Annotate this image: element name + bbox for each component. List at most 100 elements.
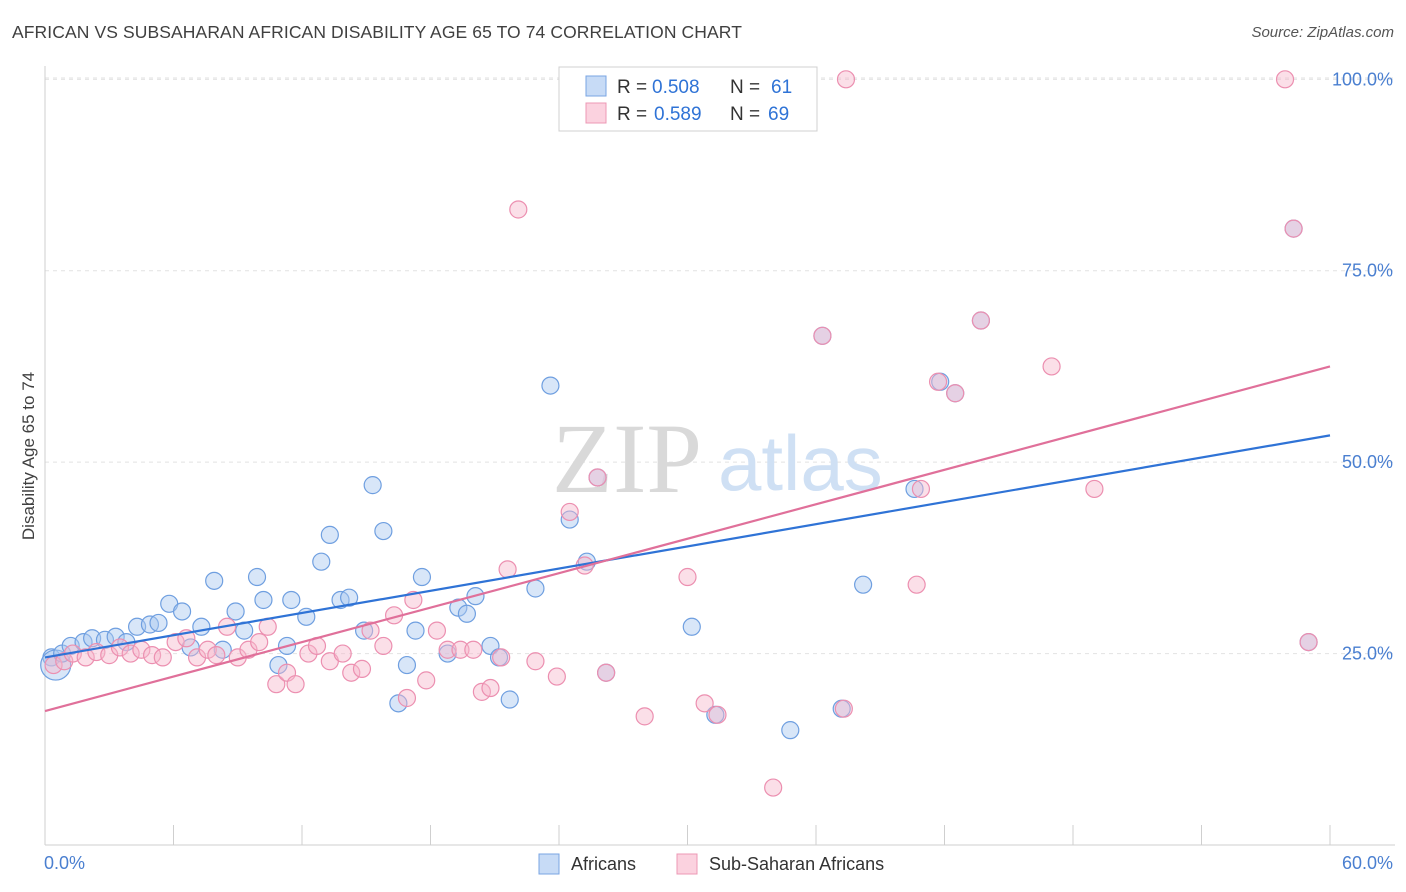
legend-n-label-subsaharan: N = <box>730 104 760 125</box>
africans-point <box>854 575 873 594</box>
subsaharan-point <box>207 646 226 665</box>
watermark: ZIP atlas <box>552 403 883 514</box>
x-tick-label: 60.0% <box>1342 853 1393 873</box>
africans-point <box>363 476 382 495</box>
subsaharan-point <box>907 575 926 594</box>
axes <box>44 66 1395 846</box>
africans-point <box>172 602 192 621</box>
africans-point <box>541 376 560 395</box>
africans-point <box>192 617 211 636</box>
subsaharan-trend-line <box>44 365 1331 713</box>
subsaharan-point <box>695 694 714 713</box>
africans-point <box>282 590 301 610</box>
legend-n-value-africans: 61 <box>771 77 792 98</box>
subsaharan-point <box>492 648 511 667</box>
subsaharan-point <box>834 699 853 718</box>
subsaharan-point <box>588 468 607 487</box>
chart-title: AFRICAN VS SUBSAHARAN AFRICAN DISABILITY… <box>12 22 742 42</box>
subsaharan-point <box>404 590 423 610</box>
africans-point <box>905 479 924 499</box>
bottom-legend-label-africans: Africans <box>571 854 636 874</box>
subsaharan-point <box>928 372 948 391</box>
tick-labels: 25.0% 50.0% 75.0% 100.0% 0.0% 60.0% <box>44 69 1393 873</box>
africans-point <box>526 579 545 598</box>
subsaharan-point <box>451 640 470 659</box>
africans-point <box>781 721 800 740</box>
subsaharan-point <box>1284 219 1303 238</box>
africans-point <box>205 571 224 590</box>
subsaharan-point <box>911 479 931 499</box>
legend-swatch-subsaharan <box>585 102 607 124</box>
y-axis-label: Disability Age 65 to 74 <box>19 372 38 540</box>
subsaharan-point <box>1042 357 1061 376</box>
watermark-atlas: atlas <box>718 419 883 507</box>
subsaharan-point <box>1299 632 1318 652</box>
subsaharan-point <box>121 644 140 663</box>
trend-lines <box>44 365 1331 713</box>
y-tick-label: 75.0% <box>1342 261 1393 281</box>
subsaharan-point <box>166 632 185 652</box>
subsaharan-point <box>971 311 991 330</box>
subsaharan-point <box>560 502 579 522</box>
subsaharan-point <box>764 778 783 797</box>
subsaharan-points <box>44 70 1318 797</box>
subsaharan-point <box>547 667 566 686</box>
subsaharan-point <box>635 707 654 726</box>
correlation-legend: R = 0.508 N = 61 R = 0.589 N = 69 <box>558 66 818 132</box>
subsaharan-point <box>417 671 436 690</box>
legend-r-label-subsaharan: R = <box>617 104 647 125</box>
africans-point <box>397 655 417 675</box>
africans-point <box>374 521 393 541</box>
africans-point <box>320 525 339 544</box>
africans-point <box>457 604 477 623</box>
y-tick-label: 100.0% <box>1332 69 1393 89</box>
y-tick-label: 50.0% <box>1342 452 1393 472</box>
x-tick-label: 0.0% <box>44 853 85 873</box>
subsaharan-point <box>509 200 528 219</box>
legend-r-label-africans: R = <box>617 77 647 98</box>
subsaharan-point <box>597 663 616 682</box>
subsaharan-point <box>267 675 286 694</box>
grid-lines <box>45 77 1395 655</box>
subsaharan-point <box>946 384 965 403</box>
subsaharan-point <box>397 688 417 708</box>
legend-n-value-subsaharan: 69 <box>768 104 789 125</box>
watermark-zip: ZIP <box>552 403 702 514</box>
africans-point <box>149 613 168 633</box>
africans-point <box>247 567 267 587</box>
bottom-legend-swatch-africans <box>538 853 560 875</box>
africans-point <box>500 690 519 709</box>
legend-n-label-africans: N = <box>730 77 760 98</box>
subsaharan-point <box>1085 479 1104 499</box>
bottom-legend-swatch-subsaharan <box>676 853 698 875</box>
legend-r-value-subsaharan: 0.589 <box>654 104 702 125</box>
africans-point <box>312 552 331 571</box>
subsaharan-point <box>361 621 380 640</box>
subsaharan-point <box>438 640 457 659</box>
africans-point <box>560 510 579 529</box>
africans-trend-line <box>44 434 1331 659</box>
subsaharan-point <box>836 70 856 89</box>
subsaharan-point <box>374 636 393 656</box>
subsaharan-point <box>76 648 95 667</box>
subsaharan-point <box>1275 70 1295 89</box>
subsaharan-point <box>153 648 172 667</box>
subsaharan-point <box>481 678 500 698</box>
subsaharan-point <box>526 652 545 671</box>
series-legend: Africans Sub-Saharan Africans <box>538 853 884 875</box>
subsaharan-point <box>708 705 727 724</box>
subsaharan-point <box>498 560 517 579</box>
subsaharan-point <box>352 659 372 678</box>
africans-point <box>254 590 273 610</box>
subsaharan-point <box>286 675 305 694</box>
subsaharan-point <box>342 663 361 682</box>
africans-point <box>340 588 359 607</box>
subsaharan-point <box>333 644 352 663</box>
legend-swatch-africans <box>585 75 607 97</box>
subsaharan-point <box>464 640 483 659</box>
subsaharan-point <box>198 640 217 659</box>
africans-point <box>682 617 701 636</box>
legend-r-value-africans: 0.508 <box>652 77 700 98</box>
africans-point <box>226 602 245 621</box>
